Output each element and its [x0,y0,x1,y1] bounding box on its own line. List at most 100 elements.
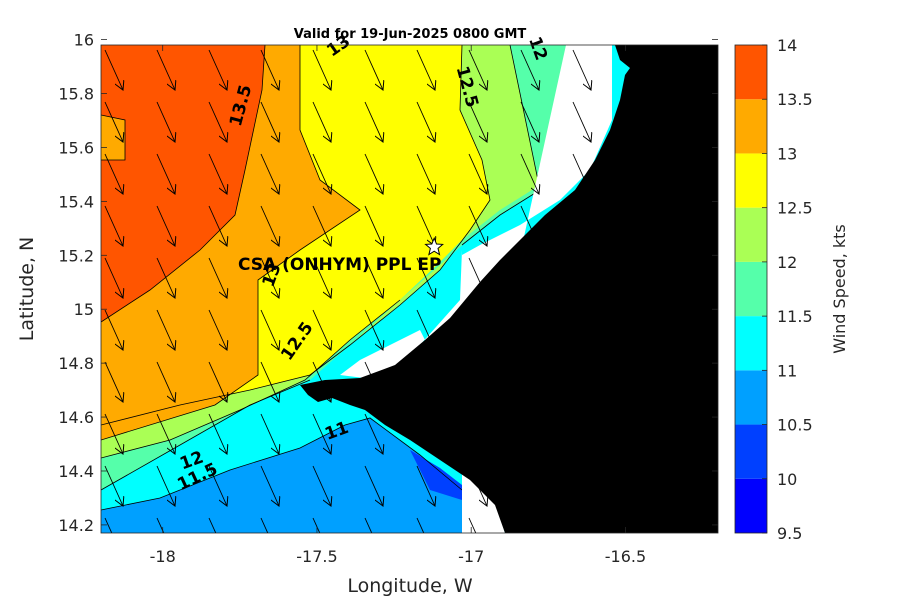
wind-arrow [312,361,331,402]
colorbar-swatch [735,370,767,425]
wind-arrow [676,465,695,506]
wind-arrow [416,205,435,246]
wind-arrow [520,309,539,350]
land-africa [300,45,718,533]
wind-arrow [312,205,331,246]
colorbar-frame [734,44,768,534]
wind-arrow [572,205,591,246]
wind-arrow [416,465,435,506]
wind-arrow [676,361,695,402]
wind-arrow [156,517,165,533]
colorbar-tick-label: 11.5 [777,307,813,326]
y-tick-label: 14.8 [58,354,94,373]
wind-arrow [416,413,435,454]
x-tick-label: -17.5 [296,547,337,566]
wind-arrow [156,257,175,298]
wind-arrow [364,257,383,298]
wind-arrow [156,49,175,90]
wind-arrow [572,257,591,298]
wind-arrow [520,49,539,90]
wind-arrow [520,205,539,246]
wind-arrow [416,309,435,350]
colorbar-label: Wind Speed, kts [830,224,849,354]
band-10-10.5 [410,450,462,500]
wind-arrow [468,309,487,350]
band-10.5-11 [101,418,462,533]
wind-arrow [572,49,591,90]
wind-arrow [572,517,581,533]
y-tick-label: 15 [74,300,94,319]
wind-arrow [468,101,487,142]
wind-arrow [676,309,695,350]
wind-arrow [260,309,279,350]
wind-arrow [312,413,331,454]
colorbar-tick-label: 11 [777,361,797,380]
wind-arrow [676,101,695,142]
colorbar-swatch [735,424,767,479]
wind-arrow [520,361,539,402]
band-13.5-14 [101,45,265,322]
wind-arrow [624,517,633,533]
wind-arrow [416,153,435,194]
wind-arrow [572,309,591,350]
wind-arrow [468,465,487,506]
x-axis: -18 -17.5 -17 -16.5 [150,45,646,566]
colorbar-tick-label: 13.5 [777,90,813,109]
wind-arrow [208,413,227,454]
wind-arrow [520,257,539,298]
star-icon [424,236,444,256]
wind-arrow [416,49,435,90]
y-tick-label: 14.6 [58,408,94,427]
colorbar-tick-label: 10 [777,470,797,489]
wind-arrow [208,361,227,402]
wind-arrow [364,153,383,194]
wind-arrow [156,101,175,142]
wind-arrow [104,153,123,194]
wind-arrow [312,153,331,194]
wind-arrow [364,413,383,454]
wind-arrow [572,361,591,402]
wind-arrow [260,205,279,246]
wind-arrow [364,361,383,402]
wind-arrow [468,153,487,194]
plot-area [101,45,718,533]
wind-arrow [624,205,643,246]
colorbar-tick-label: 14 [777,36,797,55]
wind-arrow [520,517,529,533]
wind-arrow [364,49,383,90]
wind-arrow [624,361,643,402]
site-marker: CSA (ONHYM) PPL EP [238,236,444,275]
no-data-region [462,45,612,533]
wind-arrows [104,49,695,533]
y-tick-label: 16 [74,31,94,50]
wind-arrow [156,153,175,194]
wind-arrow [156,465,175,506]
y-axis-label: Latitude, N [16,237,38,342]
plot-frame [100,44,719,534]
wind-arrow [312,49,331,90]
wind-arrow [676,413,695,454]
wind-arrow [156,413,175,454]
wind-arrow [468,361,487,402]
colorbar-tick-label: 13 [777,144,797,163]
wind-arrow [260,101,279,142]
wind-arrow [104,101,123,142]
wind-arrow [468,257,487,298]
colorbar-swatch [735,261,767,317]
wind-arrow [260,49,279,90]
wind-arrow [416,257,435,298]
wind-arrow [156,205,175,246]
wind-arrow [312,309,331,350]
wind-arrow [364,205,383,246]
wind-arrow [104,517,113,533]
wind-arrow [208,309,227,350]
wind-arrow [260,413,279,454]
wind-arrow [624,413,643,454]
x-axis-label: Longitude, W [347,575,473,597]
wind-arrow [208,153,227,194]
colorbar-tick-label: 10.5 [777,416,813,435]
wind-arrow [260,517,269,533]
wind-arrow [104,361,123,402]
